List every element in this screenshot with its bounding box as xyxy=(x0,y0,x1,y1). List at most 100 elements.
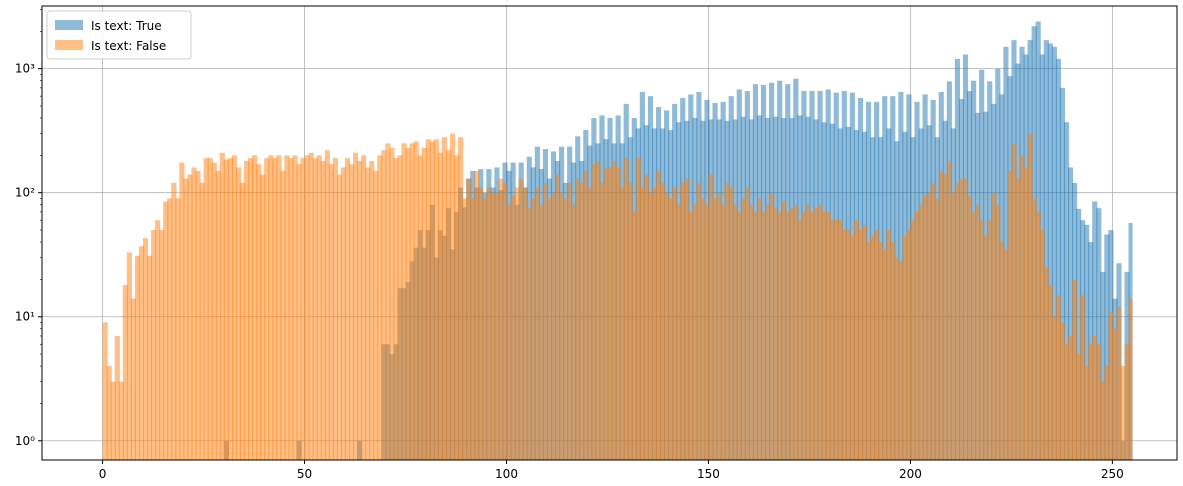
histogram-bar xyxy=(789,208,795,460)
histogram-bar xyxy=(962,178,969,460)
histogram-bar xyxy=(522,187,528,460)
histogram-bar xyxy=(651,187,658,460)
histogram-bar xyxy=(760,211,767,460)
histogram-bar xyxy=(312,158,318,460)
histogram-bar xyxy=(538,204,544,460)
histogram-bar xyxy=(377,155,383,461)
histogram-bar xyxy=(1096,208,1102,460)
histogram-bar xyxy=(1104,366,1110,460)
histogram-bar xyxy=(179,162,185,461)
histogram-bar xyxy=(1051,316,1057,460)
histogram-bar xyxy=(1051,46,1057,461)
histogram-bars xyxy=(102,21,1133,461)
histogram-bar xyxy=(752,211,759,460)
histogram-bar xyxy=(870,235,876,460)
histogram-bar xyxy=(1071,279,1078,460)
histogram-bar xyxy=(583,170,589,460)
histogram-bar xyxy=(664,192,670,460)
histogram-bar xyxy=(506,204,512,460)
histogram-bar xyxy=(284,155,290,461)
histogram-bar xyxy=(1100,271,1106,460)
histogram-bar xyxy=(1007,170,1013,460)
histogram-bar xyxy=(1124,344,1130,460)
histogram-bar xyxy=(256,164,262,461)
histogram-bar xyxy=(332,158,338,460)
histogram-bar xyxy=(1043,267,1049,460)
histogram-bar xyxy=(861,224,868,460)
histogram-bar xyxy=(534,187,540,460)
histogram-bar xyxy=(732,204,738,460)
histogram-bar xyxy=(324,150,330,460)
histogram-bar xyxy=(134,255,141,460)
histogram-bar xyxy=(106,366,112,460)
histogram-bar xyxy=(393,158,399,460)
histogram-bar xyxy=(700,198,706,460)
histogram-bar xyxy=(607,167,613,460)
histogram-bar xyxy=(886,230,892,460)
histogram-bar xyxy=(611,161,617,461)
histogram-bar xyxy=(910,220,916,460)
histogram-bar xyxy=(1063,122,1070,461)
histogram-bar xyxy=(643,174,649,460)
histogram-bar xyxy=(353,152,359,460)
histogram-bar xyxy=(906,230,912,460)
histogram-bar xyxy=(223,159,229,460)
histogram-bar xyxy=(336,174,343,460)
histogram-bar xyxy=(954,182,960,460)
histogram-bar xyxy=(587,187,593,460)
histogram-bar xyxy=(971,211,977,460)
histogram-bar xyxy=(243,161,250,461)
histogram-bar xyxy=(1116,306,1122,460)
histogram-bar xyxy=(110,381,116,460)
histogram-bar xyxy=(1092,335,1098,460)
histogram-bar xyxy=(934,198,940,460)
histogram-bar xyxy=(930,182,936,460)
x-tick-label: 0 xyxy=(99,467,107,481)
histogram-bar xyxy=(235,167,242,460)
histogram-bar xyxy=(470,198,476,460)
histogram-bar xyxy=(983,235,989,460)
histogram-bar xyxy=(575,178,581,460)
histogram-bar xyxy=(211,162,217,461)
histogram-bar xyxy=(999,242,1005,460)
histogram-bar xyxy=(276,155,282,461)
histogram-bar xyxy=(518,178,524,460)
histogram-bar xyxy=(805,204,811,460)
histogram-bar xyxy=(405,147,411,460)
histogram-bar xyxy=(1092,201,1098,460)
histogram-bar xyxy=(530,198,536,460)
histogram-bar xyxy=(1043,40,1049,460)
histogram-bar xyxy=(118,381,124,460)
histogram-bar xyxy=(918,204,924,460)
histogram-bar xyxy=(1003,249,1009,460)
histogram-bar xyxy=(987,220,993,460)
histogram-bar xyxy=(1084,224,1090,460)
histogram-bar xyxy=(1055,58,1061,461)
histogram-bar xyxy=(1035,211,1041,460)
histogram-bar xyxy=(142,238,149,460)
histogram-bar xyxy=(252,155,258,461)
histogram-bar xyxy=(369,161,375,461)
histogram-bar xyxy=(813,208,819,460)
histogram-bar xyxy=(894,257,900,460)
histogram-bar xyxy=(1027,133,1033,461)
histogram-bar xyxy=(635,158,641,460)
histogram-bar xyxy=(1047,285,1053,460)
histogram-bar xyxy=(991,192,997,460)
histogram-bar xyxy=(1076,354,1082,460)
histogram-bar xyxy=(316,155,322,461)
histogram-bar xyxy=(264,158,270,460)
histogram-bar xyxy=(292,155,298,461)
histogram-bar xyxy=(1096,344,1102,460)
histogram-bar xyxy=(728,187,734,460)
histogram-bar xyxy=(680,182,686,460)
histogram-bar xyxy=(409,143,415,460)
histogram-bar xyxy=(207,158,213,460)
histogram-bar xyxy=(995,204,1001,460)
histogram-bar xyxy=(478,187,484,460)
histogram-bar xyxy=(554,174,561,460)
histogram-bar xyxy=(268,155,274,461)
legend: Is text: True Is text: False xyxy=(46,10,192,60)
histogram-bar xyxy=(668,198,674,460)
histogram-bar xyxy=(231,155,237,461)
